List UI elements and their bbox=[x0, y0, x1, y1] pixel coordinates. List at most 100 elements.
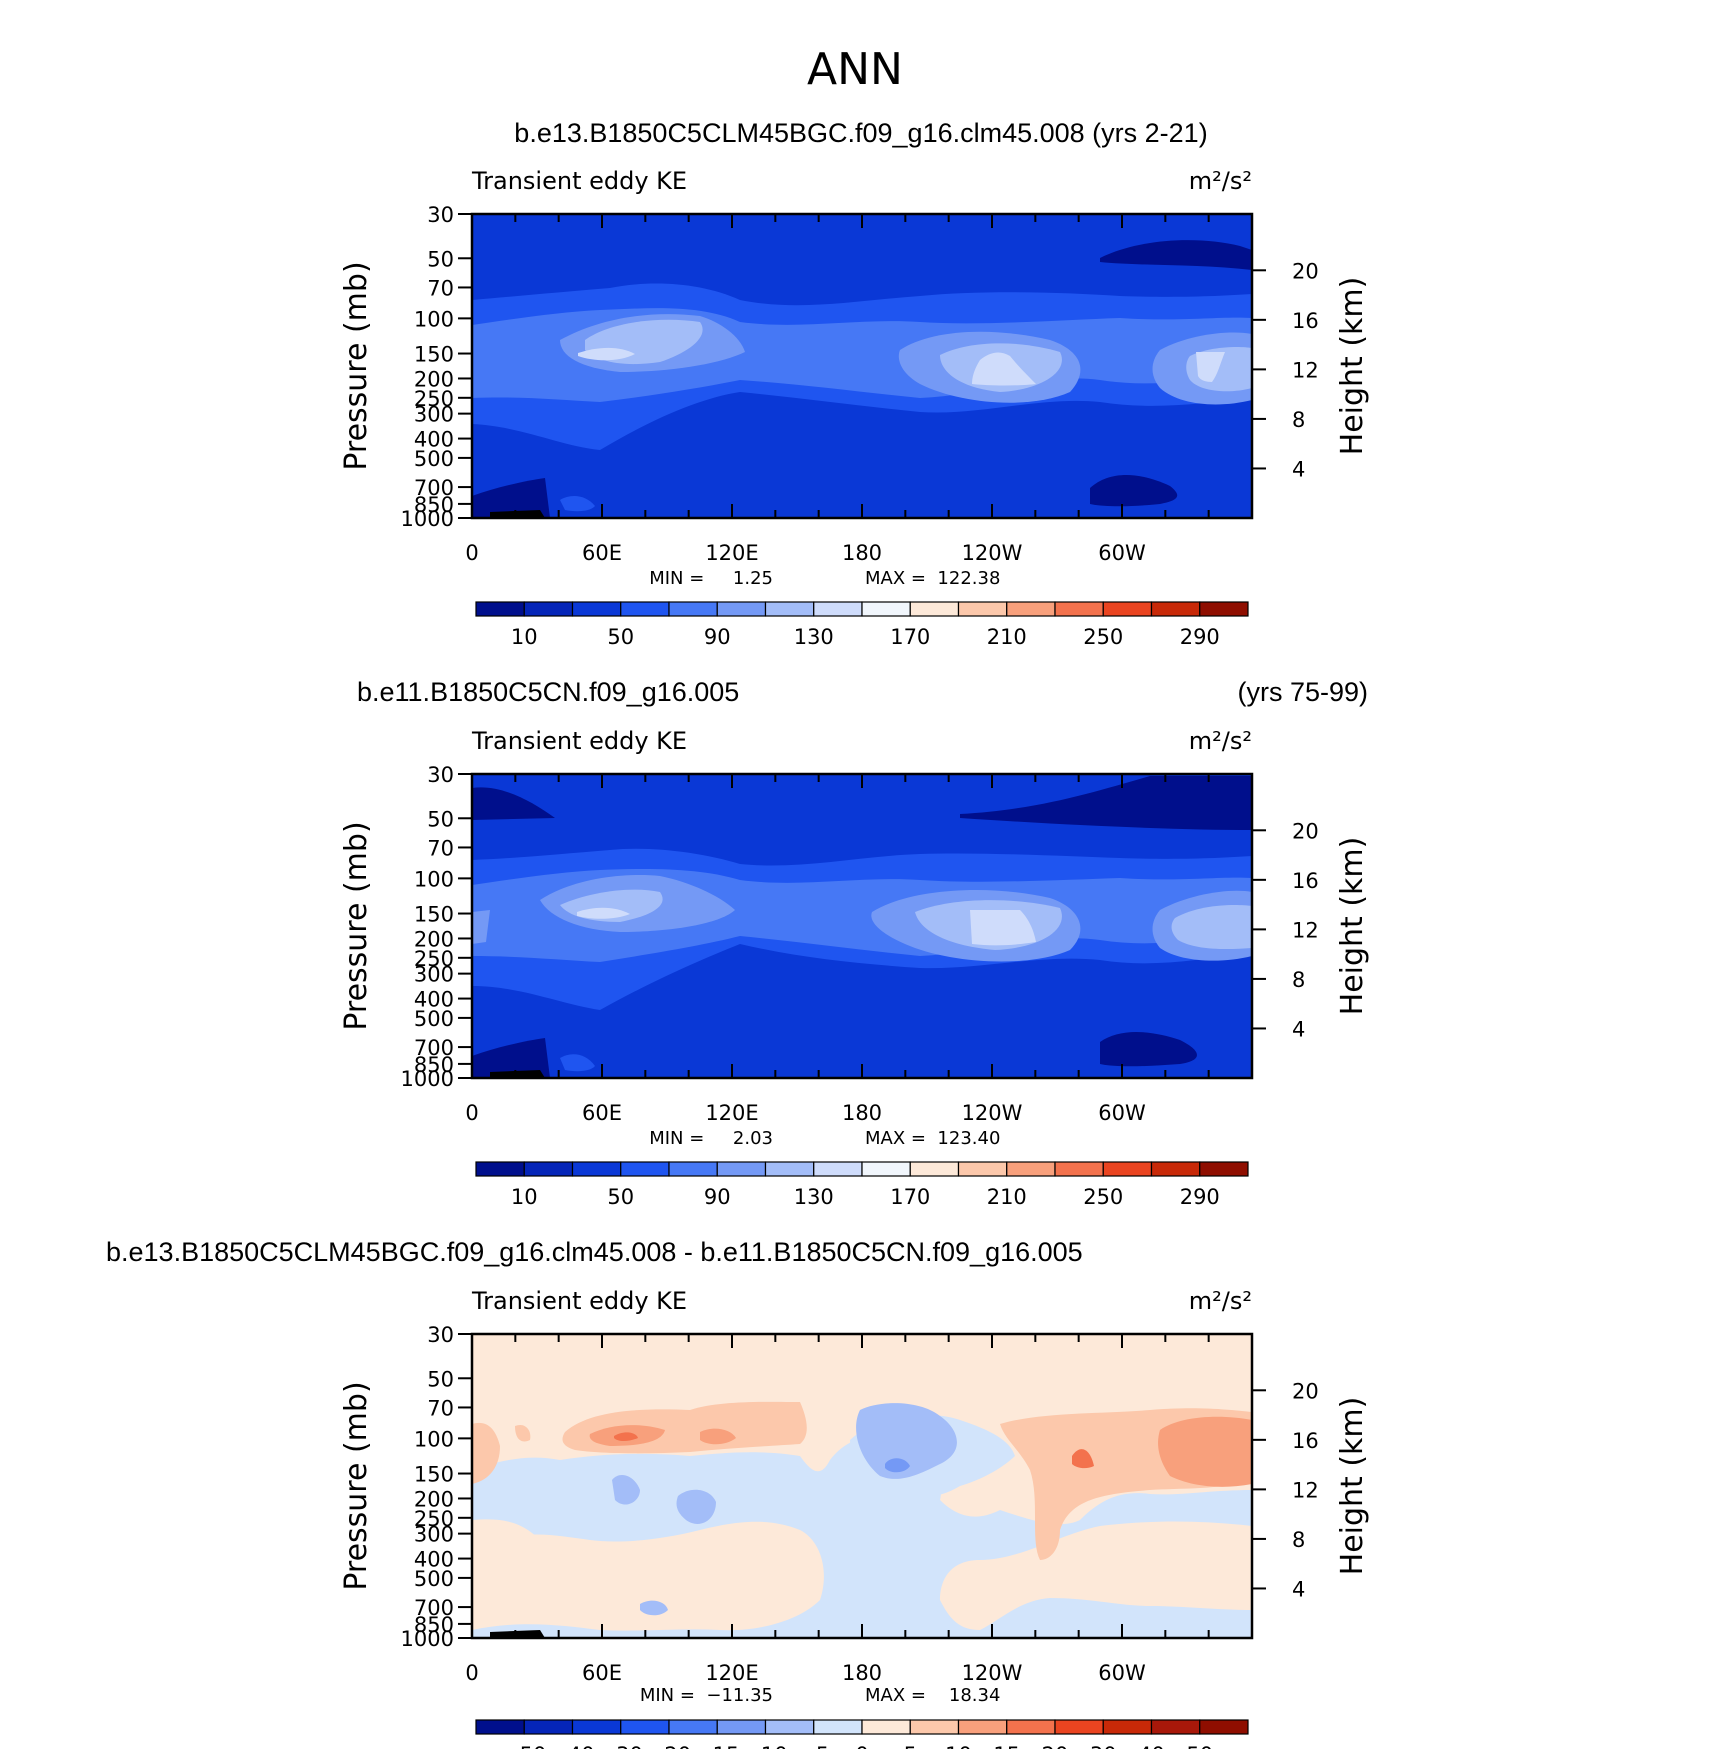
x-tick-label: 0 bbox=[465, 1101, 478, 1125]
panel-1-max-label: MAX = 122.38 bbox=[865, 568, 1000, 589]
y2-tick-label: 12 bbox=[1292, 358, 1319, 382]
x-tick-label: 120W bbox=[962, 1101, 1023, 1125]
y-tick-label: 400 bbox=[414, 428, 454, 452]
colorbar-swatch bbox=[909, 1719, 960, 1735]
y-tick-label: 30 bbox=[427, 763, 454, 787]
panel-3-contour-level-neg10 bbox=[640, 1600, 668, 1616]
panel-2-contour-level-110 bbox=[970, 910, 1036, 946]
panel-2-contour-dark-upper bbox=[472, 787, 555, 820]
panel-3-y2-axis-title: Height (km) bbox=[1335, 1397, 1370, 1576]
colorbar-label: 50 bbox=[1186, 1743, 1213, 1749]
x-tick-label: 60W bbox=[1098, 1661, 1146, 1685]
panel-3-contour-level-0 bbox=[472, 1519, 561, 1603]
panel-3-contour-field bbox=[472, 1334, 1252, 1638]
colorbar-swatch bbox=[861, 1161, 911, 1177]
colorbar-label: 290 bbox=[1180, 625, 1220, 649]
colorbar-label: 10 bbox=[511, 1185, 538, 1209]
panel-1-y-axis-title: Pressure (mb) bbox=[339, 261, 374, 470]
y2-tick-label: 4 bbox=[1292, 1017, 1305, 1041]
colorbar-label: 15 bbox=[993, 1743, 1020, 1749]
colorbar-swatch bbox=[764, 1719, 815, 1735]
panel-1-contour-level-110 bbox=[578, 347, 635, 361]
colorbar-swatch bbox=[957, 601, 1008, 617]
y-tick-label: 50 bbox=[427, 247, 454, 271]
colorbar-swatch bbox=[1199, 1719, 1249, 1735]
colorbar-label: −5 bbox=[798, 1743, 829, 1749]
y2-tick-label: 20 bbox=[1292, 1379, 1319, 1403]
colorbar-swatch bbox=[909, 1161, 960, 1177]
y-tick-label: 850 bbox=[414, 493, 454, 517]
panel-3-contour-level-15 bbox=[1072, 1449, 1094, 1469]
panel-3-max-label: MAX = 18.34 bbox=[865, 1685, 1000, 1706]
panel-3-min-label: MIN = −11.35 bbox=[640, 1685, 773, 1706]
y2-tick-label: 8 bbox=[1292, 968, 1305, 992]
panel-3-title: b.e13.B1850C5CLM45BGC.f09_g16.clm45.008 … bbox=[106, 1237, 1083, 1267]
y2-tick-label: 4 bbox=[1292, 1577, 1305, 1601]
panel-2-contour-field bbox=[472, 774, 1252, 1078]
colorbar-label: 0 bbox=[855, 1743, 868, 1749]
panel-1-contour-dark-surface bbox=[1090, 475, 1178, 507]
y-tick-label: 500 bbox=[414, 447, 454, 471]
colorbar-swatch bbox=[716, 1161, 767, 1177]
panel-1-min-label: MIN = 1.25 bbox=[649, 568, 773, 589]
y2-tick-label: 20 bbox=[1292, 259, 1319, 283]
panel-1-contour-level-110 bbox=[972, 352, 1036, 386]
x-tick-label: 60E bbox=[582, 541, 622, 565]
x-tick-label: 120E bbox=[705, 1101, 758, 1125]
panel-3-contour-level-neg10 bbox=[856, 1403, 957, 1479]
colorbar-label: 10 bbox=[945, 1743, 972, 1749]
colorbar-label: 10 bbox=[511, 625, 538, 649]
panel-1-x-axis: 0 60E 120E 180 120W 60W bbox=[465, 214, 1253, 565]
colorbar-label: 290 bbox=[1180, 1185, 1220, 1209]
colorbar-swatch bbox=[1054, 1161, 1104, 1177]
y2-tick-label: 16 bbox=[1292, 309, 1319, 333]
colorbar-swatch bbox=[523, 1719, 574, 1735]
colorbar-swatch bbox=[1102, 1161, 1153, 1177]
y-tick-label: 200 bbox=[414, 367, 454, 391]
colorbar-swatch bbox=[523, 601, 574, 617]
colorbar-label: −20 bbox=[647, 1743, 691, 1749]
y-tick-label: 200 bbox=[414, 927, 454, 951]
y-tick-label: 250 bbox=[414, 947, 454, 971]
panel-2-units-label: m²/s² bbox=[1189, 727, 1252, 755]
panel-2: b.e11.B1850C5CN.f09_g16.005 (yrs 75-99) … bbox=[339, 677, 1370, 1209]
colorbar-swatch bbox=[716, 1719, 767, 1735]
colorbar-label: 170 bbox=[890, 1185, 930, 1209]
panel-2-contour-level-30 bbox=[560, 1054, 595, 1072]
y-tick-label: 850 bbox=[414, 1053, 454, 1077]
panel-3-units-label: m²/s² bbox=[1189, 1287, 1252, 1315]
y-tick-label: 50 bbox=[427, 807, 454, 831]
x-tick-label: 180 bbox=[842, 1101, 882, 1125]
y-tick-label: 1000 bbox=[401, 507, 454, 531]
panel-2-min-label: MIN = 2.03 bbox=[649, 1128, 773, 1149]
panel-3-contour-level-10 bbox=[700, 1428, 736, 1445]
colorbar-swatch bbox=[1150, 601, 1201, 617]
panel-1-contour-level-110 bbox=[1196, 352, 1225, 382]
panel-1: b.e13.B1850C5CLM45BGC.f09_g16.clm45.008 … bbox=[339, 118, 1370, 649]
panel-2-contour-dark-surface bbox=[472, 1038, 550, 1078]
x-tick-label: 60E bbox=[582, 1101, 622, 1125]
x-tick-label: 120E bbox=[705, 541, 758, 565]
panel-2-contour-dark-surface bbox=[1100, 1032, 1197, 1067]
colorbar-swatch bbox=[668, 1161, 718, 1177]
y-tick-label: 150 bbox=[414, 903, 454, 927]
panel-3-colorbar: −50−40−30−20−15−10−505101520304050 bbox=[475, 1719, 1249, 1749]
x-tick-label: 60E bbox=[582, 1661, 622, 1685]
colorbar-label: 90 bbox=[704, 625, 731, 649]
x-tick-label: 60W bbox=[1098, 541, 1146, 565]
panel-1-variable-label: Transient eddy KE bbox=[471, 167, 687, 195]
colorbar-label: −15 bbox=[695, 1743, 739, 1749]
colorbar-label: −50 bbox=[502, 1743, 546, 1749]
colorbar-swatch bbox=[909, 601, 960, 617]
y-tick-label: 200 bbox=[414, 1487, 454, 1511]
colorbar-swatch bbox=[957, 1719, 1008, 1735]
colorbar-swatch bbox=[813, 1161, 863, 1177]
colorbar-label: 130 bbox=[794, 625, 834, 649]
colorbar-swatch bbox=[861, 1719, 911, 1735]
x-tick-label: 60W bbox=[1098, 1101, 1146, 1125]
panel-2-years-label: (yrs 75-99) bbox=[1237, 677, 1368, 707]
x-tick-label: 120W bbox=[962, 1661, 1023, 1685]
panel-3: b.e13.B1850C5CLM45BGC.f09_g16.clm45.008 … bbox=[106, 1237, 1370, 1749]
